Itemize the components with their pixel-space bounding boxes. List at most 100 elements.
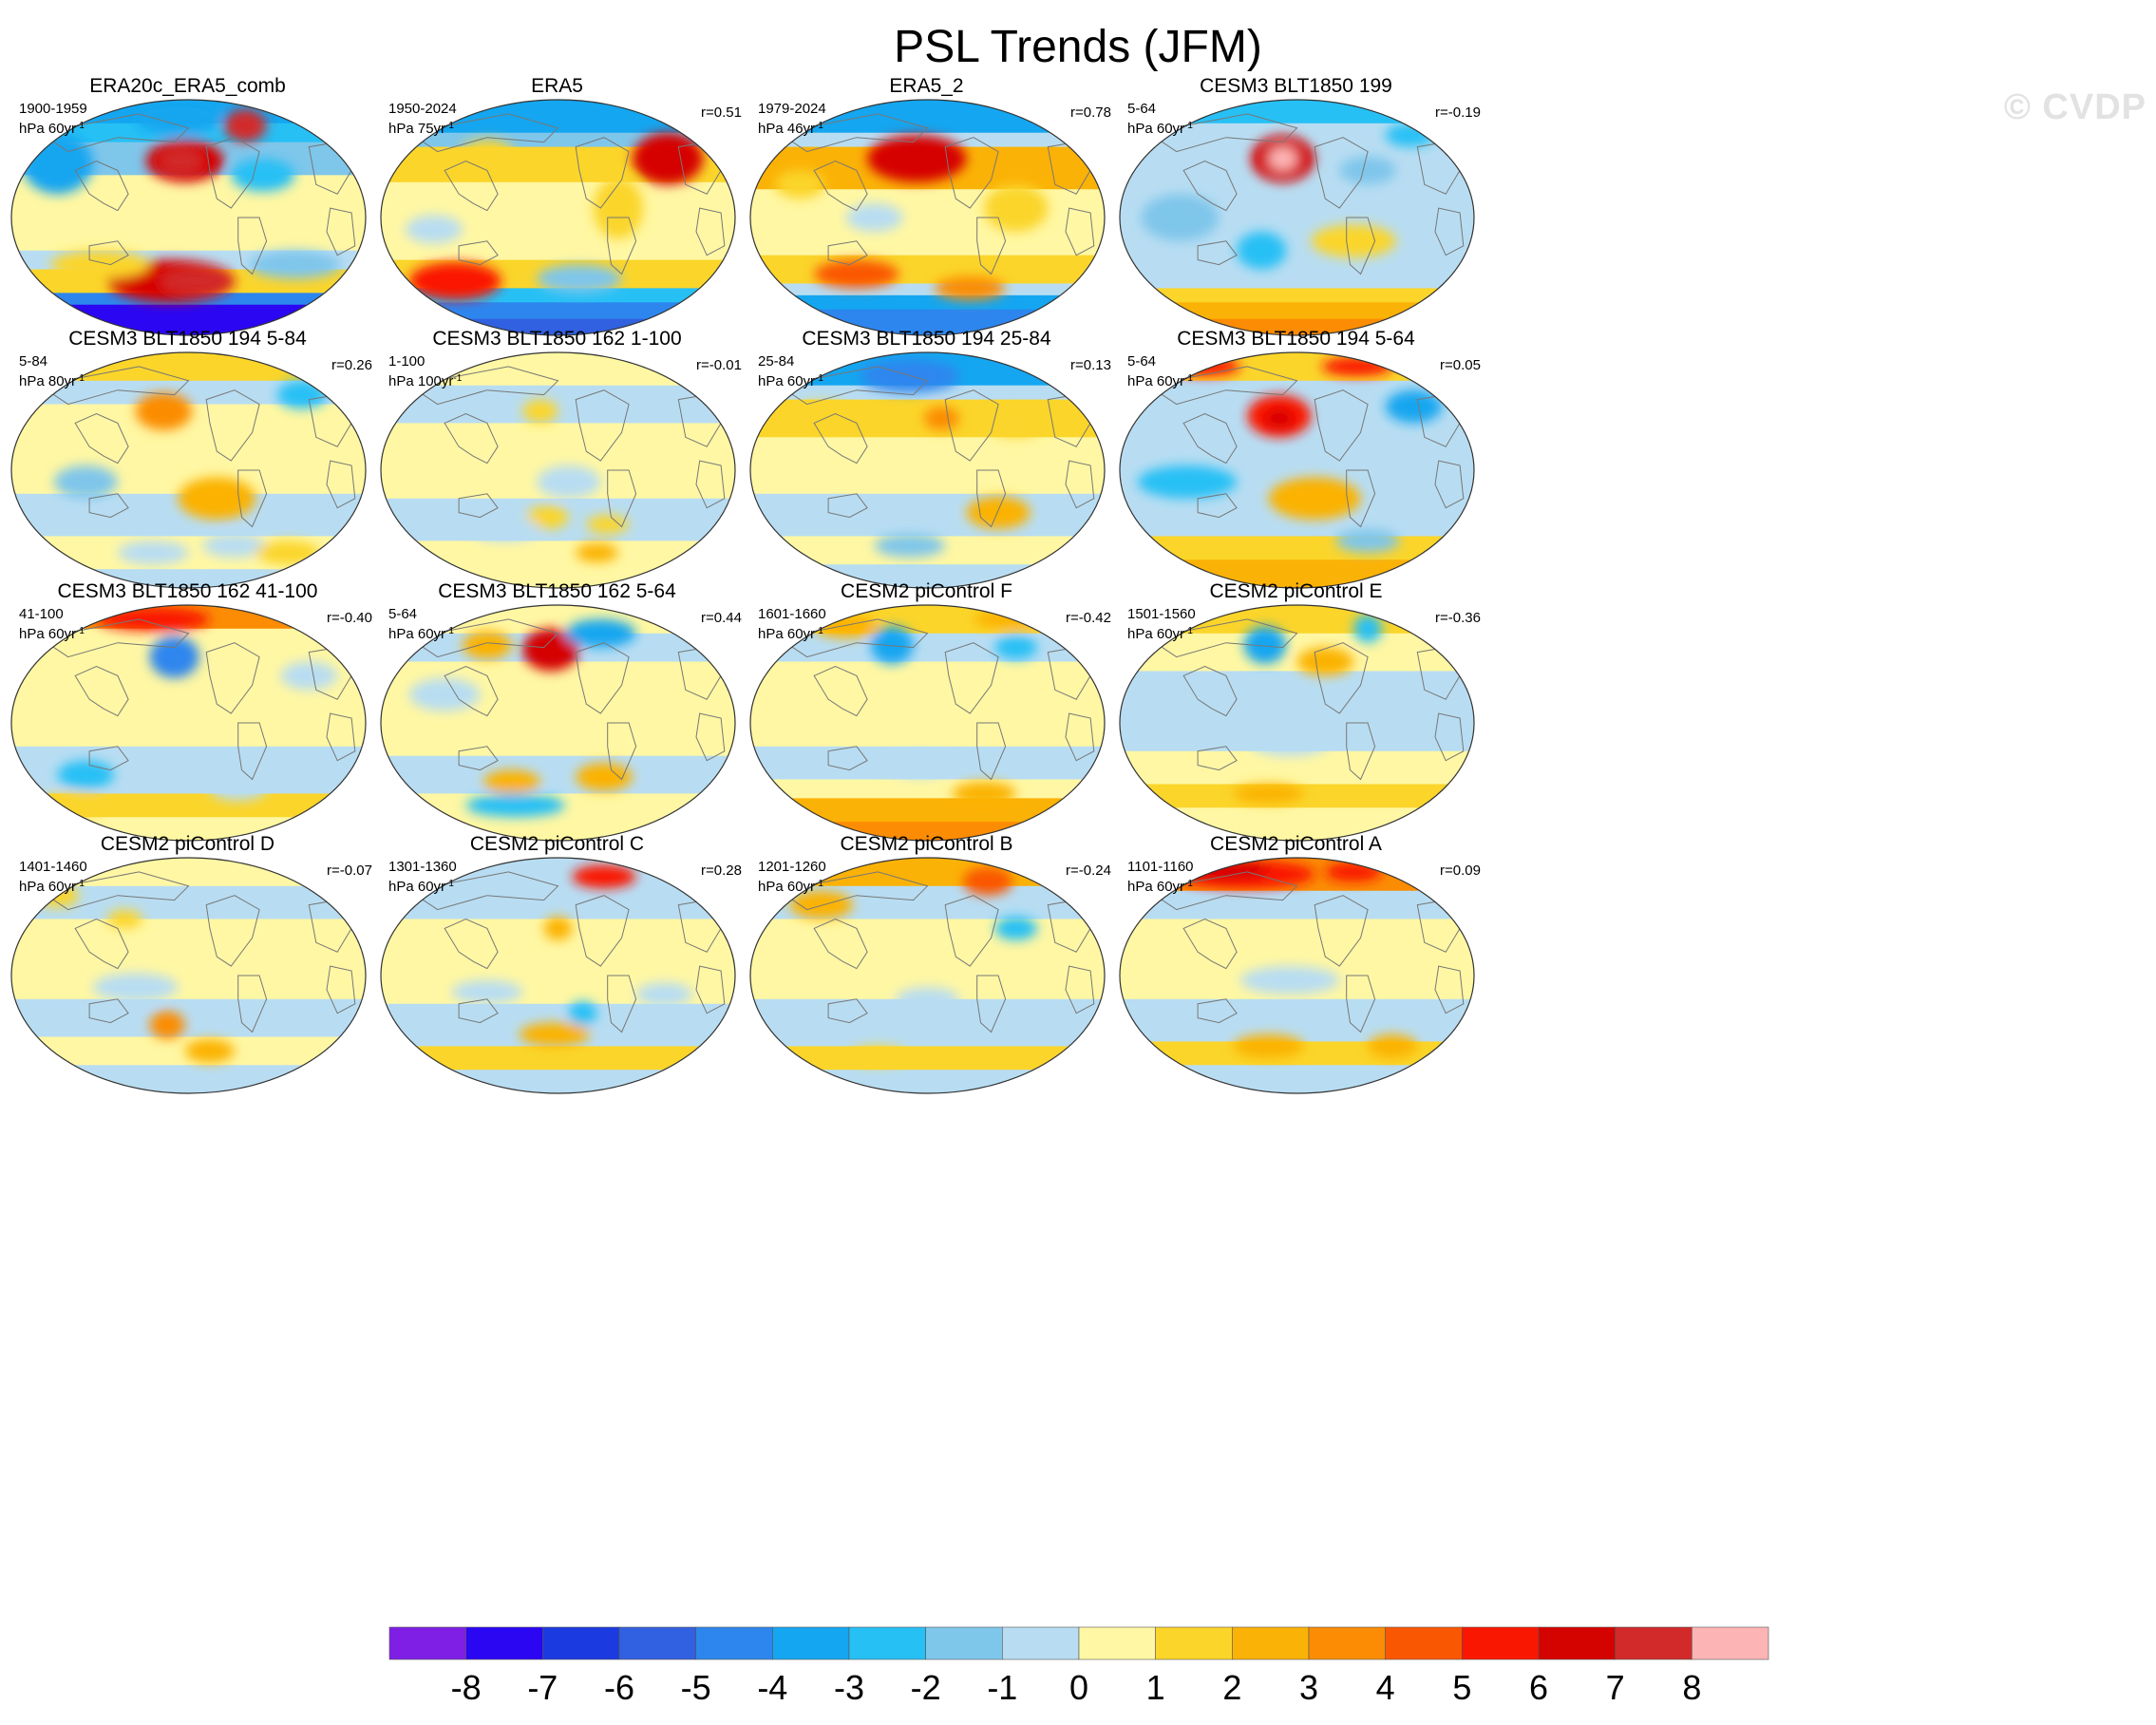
correlation-label: r=0.05 — [1440, 357, 1481, 373]
correlation-label: r=-0.24 — [1066, 862, 1111, 879]
correlation-label: r=0.78 — [1070, 104, 1111, 121]
correlation-label: r=-0.42 — [1066, 610, 1111, 626]
map-panel: CESM3 BLT1850 199 5-64 hPa 60yr-1 r=-0.19 — [1113, 74, 1645, 440]
panel-title: CESM3 BLT1850 199 — [1200, 75, 1392, 97]
correlation-label: r=0.44 — [701, 610, 742, 626]
map-panel: CESM2 piControl C 1301-1360 hPa 60yr-1 r=0.… — [374, 832, 906, 1198]
colorbar-bin — [388, 1626, 466, 1660]
units-label: hPa 60yr-1 — [19, 121, 85, 137]
correlation-label: r=-0.40 — [327, 610, 372, 626]
period-label: 1201-1260 — [758, 859, 826, 875]
period-label: 5-64 — [1127, 353, 1157, 370]
period-label: 1979-2024 — [758, 101, 826, 117]
figure-title: PSL Trends (JFM) — [894, 22, 1262, 72]
map-panel: CESM3 BLT1850 162 41-100 41-100 hPa 60yr-1… — [5, 579, 537, 945]
map-panel: CESM3 BLT1850 162 5-64 5-64 hPa 60yr-1 r=0.… — [374, 579, 906, 945]
colorbar-tick-label: -2 — [911, 1668, 941, 1707]
panel-title: ERA5 — [531, 75, 583, 97]
period-label: 1900-1959 — [19, 101, 87, 117]
units-label: hPa 80yr-1 — [19, 373, 85, 389]
colorbar-bin — [1308, 1626, 1386, 1660]
units-label: hPa 60yr-1 — [1127, 626, 1193, 642]
trend-map — [10, 351, 367, 589]
trend-map — [380, 351, 736, 589]
colorbar-tick-label: -4 — [757, 1668, 787, 1707]
map-panel: CESM3 BLT1850 194 5-64 5-64 hPa 60yr-1 r=0.… — [1113, 327, 1645, 692]
units-label: hPa 46yr-1 — [758, 121, 823, 137]
map-panel: ERA5_2 1979-2024 hPa 46yr-1 r=0.78 — [744, 74, 1276, 440]
colorbar-tick-label: 1 — [1146, 1668, 1165, 1707]
colorbar-tick-label: -7 — [527, 1668, 558, 1707]
trend-map — [749, 604, 1106, 842]
correlation-label: r=-0.19 — [1435, 104, 1481, 121]
panel-title: CESM2 piControl F — [841, 580, 1012, 602]
colorbar-bin — [772, 1626, 850, 1660]
period-label: 1301-1360 — [388, 859, 457, 875]
correlation-label: r=-0.36 — [1435, 610, 1481, 626]
correlation-label: r=0.51 — [701, 104, 742, 121]
panel-title: CESM2 piControl C — [469, 833, 645, 855]
colorbar-bin — [695, 1626, 773, 1660]
panel-title: ERA20c_ERA5_comb — [89, 75, 286, 97]
units-label: hPa 100yr-1 — [388, 373, 463, 389]
map-panel: CESM2 piControl E 1501-1560 hPa 60yr-1 r=-0… — [1113, 579, 1645, 945]
map-panel: CESM3 BLT1850 194 5-84 5-84 hPa 80yr-1 r=0.… — [5, 327, 537, 692]
trend-map — [1119, 604, 1475, 842]
colorbar-bin — [1002, 1626, 1080, 1660]
panel-title: CESM2 piControl D — [100, 833, 275, 855]
colorbar-bin — [1232, 1626, 1310, 1660]
colorbar-tick-label: 5 — [1452, 1668, 1471, 1707]
period-label: 1-100 — [388, 353, 426, 370]
colorbar-tick-label: -8 — [451, 1668, 482, 1707]
panel-title: ERA5_2 — [889, 75, 964, 97]
colorbar-bin — [1078, 1626, 1156, 1660]
period-label: 5-64 — [388, 606, 418, 622]
trend-map — [380, 99, 736, 336]
watermark-logo: © CVDP — [2003, 87, 2147, 127]
trend-map — [380, 857, 736, 1094]
trend-map — [10, 99, 367, 336]
map-panel: CESM2 piControl F 1601-1660 hPa 60yr-1 r=-0… — [744, 579, 1276, 945]
panel-title: CESM3 BLT1850 194 5-64 — [1177, 328, 1415, 350]
units-label: hPa 60yr-1 — [1127, 879, 1193, 895]
period-label: 5-64 — [1127, 101, 1157, 117]
colorbar-bin — [1538, 1626, 1616, 1660]
correlation-label: r=-0.01 — [696, 357, 742, 373]
trend-map — [749, 99, 1106, 336]
colorbar-bin — [1692, 1626, 1769, 1660]
map-panel: CESM2 piControl B 1201-1260 hPa 60yr-1 r=-0… — [744, 832, 1276, 1198]
units-label: hPa 60yr-1 — [19, 626, 85, 642]
units-label: hPa 60yr-1 — [758, 879, 823, 895]
panel-title: CESM2 piControl B — [840, 833, 1013, 855]
period-label: 25-84 — [758, 353, 795, 370]
units-label: hPa 60yr-1 — [388, 626, 454, 642]
map-panel: CESM3 BLT1850 194 25-84 25-84 hPa 60yr-1 r=… — [744, 327, 1276, 692]
colorbar-bin — [1155, 1626, 1233, 1660]
units-label: hPa 60yr-1 — [758, 373, 823, 389]
colorbar-tick-label: 6 — [1529, 1668, 1548, 1707]
trend-map — [10, 604, 367, 842]
colorbar-bin — [1385, 1626, 1463, 1660]
panel-title: CESM3 BLT1850 194 25-84 — [802, 328, 1051, 350]
trend-map — [1119, 857, 1475, 1094]
colorbar-tick-label: -5 — [681, 1668, 711, 1707]
panel-title: CESM3 BLT1850 162 1-100 — [432, 328, 682, 350]
period-label: 41-100 — [19, 606, 64, 622]
trend-map — [1119, 99, 1475, 336]
units-label: hPa 60yr-1 — [19, 879, 85, 895]
panel-title: CESM3 BLT1850 162 5-64 — [438, 580, 676, 602]
colorbar-tick-label: 4 — [1376, 1668, 1395, 1707]
colorbar-bin — [618, 1626, 696, 1660]
trend-map — [10, 857, 367, 1094]
units-label: hPa 75yr-1 — [388, 121, 454, 137]
units-label: hPa 60yr-1 — [1127, 121, 1193, 137]
period-label: 5-84 — [19, 353, 48, 370]
colorbar-bin — [1462, 1626, 1540, 1660]
panel-title: CESM3 BLT1850 194 5-84 — [68, 328, 307, 350]
correlation-label: r=0.26 — [331, 357, 372, 373]
colorbar-bin — [542, 1626, 620, 1660]
trend-map — [749, 857, 1106, 1094]
panel-title: CESM2 piControl A — [1210, 833, 1382, 855]
panel-title: CESM3 BLT1850 162 41-100 — [57, 580, 318, 602]
